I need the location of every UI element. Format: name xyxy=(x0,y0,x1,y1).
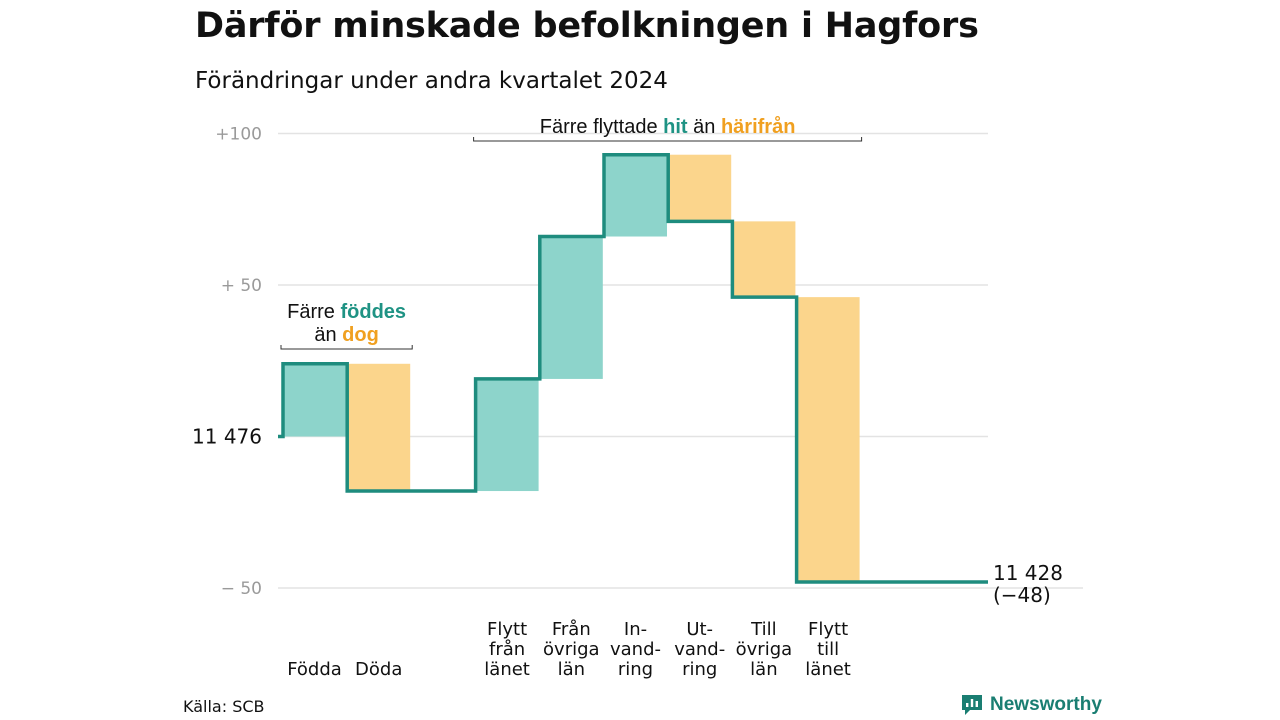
bar-flytt-till-länet xyxy=(796,297,860,582)
category-label: länet xyxy=(805,659,851,680)
cumulative-line-path xyxy=(278,152,988,584)
category-label: till xyxy=(817,639,839,660)
bar-från-övriga-län xyxy=(539,236,603,379)
bar-ut--vand--ring xyxy=(668,154,732,222)
category-label: Döda xyxy=(355,659,402,680)
category-label: län xyxy=(558,659,585,680)
category-label: Från xyxy=(552,619,591,640)
category-label: övriga xyxy=(543,639,600,660)
y-tick-label: + 50 xyxy=(221,276,262,296)
bar-flytt-från-länet xyxy=(475,378,539,492)
annotation-text: än dog xyxy=(314,324,378,346)
bars xyxy=(283,154,860,582)
y-axis-ticks: +100 + 50 − 50 11 476 11 428(−48) xyxy=(192,125,1063,608)
annotation-bracket xyxy=(280,345,413,350)
waterfall-chart: +100 + 50 − 50 11 476 11 428(−48) Födda Döda F… xyxy=(192,115,1083,680)
category-label: vand- xyxy=(674,639,725,660)
brand-chat-chart-icon xyxy=(962,695,982,715)
category-labels: Födda DödaFlyttfrånlänetFrånövrigalänIn-v… xyxy=(287,619,851,680)
start-value-label: 11 476 xyxy=(192,425,262,449)
category-label: vand- xyxy=(610,639,661,660)
bar-födda xyxy=(283,363,346,437)
annotation-text: Färre föddes xyxy=(287,301,406,323)
category-label: län xyxy=(750,659,777,680)
category-label: ring xyxy=(618,659,653,680)
y-tick-label: +100 xyxy=(215,125,262,145)
brand-name: Newsworthy xyxy=(990,694,1102,715)
category-label: ring xyxy=(682,659,717,680)
end-value-label: 11 428 xyxy=(993,561,1063,585)
bar-in--vand--ring xyxy=(604,154,667,237)
category-label: Födda xyxy=(287,659,342,680)
net-change-label: (−48) xyxy=(993,583,1051,607)
bar-till-övriga-län xyxy=(732,221,796,298)
category-label: Till xyxy=(750,619,776,640)
source-note: Källa: SCB xyxy=(183,697,265,716)
category-label: övriga xyxy=(736,639,793,660)
category-label: Ut- xyxy=(686,619,713,640)
cumulative-line xyxy=(278,152,988,584)
brand-logo: Newsworthy xyxy=(960,693,1102,717)
category-label: In- xyxy=(624,619,647,640)
category-label: Flytt xyxy=(808,619,848,640)
bar-döda xyxy=(347,363,411,492)
y-tick-label: − 50 xyxy=(221,579,262,599)
chart-title: Därför minskade befolkningen i Hagfors xyxy=(195,6,979,46)
category-label: från xyxy=(489,639,525,660)
chart-subtitle: Förändringar under andra kvartalet 2024 xyxy=(195,68,668,94)
category-label: Flytt xyxy=(487,619,527,640)
annotation-bracket xyxy=(473,137,863,142)
annotation-text: Färre flyttade hit än härifrån xyxy=(540,115,796,138)
category-label: länet xyxy=(484,659,530,680)
